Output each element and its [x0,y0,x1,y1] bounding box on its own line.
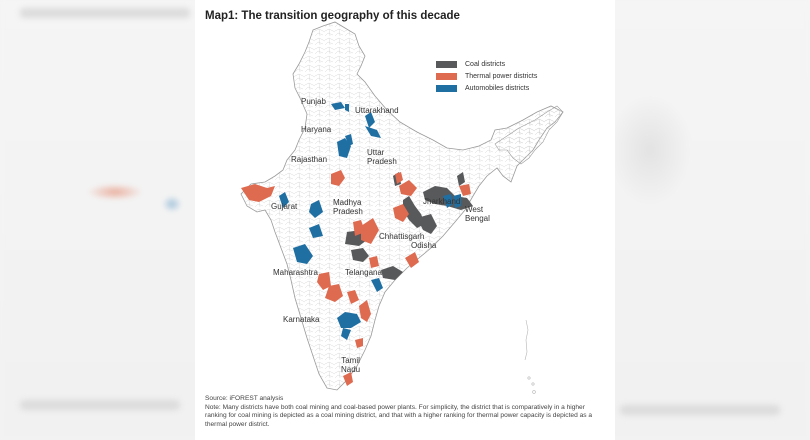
legend-item-automobiles: Automobiles districts [436,82,537,94]
state-label-uttarakhand: Uttarakhand [355,106,399,115]
automobiles-swatch [436,84,457,92]
state-label-uttar-pradesh: Uttar Pradesh [367,148,397,166]
map-title: Map1: The transition geography of this d… [205,10,460,22]
source-text: Source: iFOREST analysis [205,395,284,402]
andaman-islands [524,319,536,394]
state-label-maharashtra: Maharashtra [273,268,318,277]
northeast-outline [494,105,564,165]
legend-item-coal: Coal districts [436,58,537,70]
coal-swatch [436,60,457,68]
legend-label: Automobiles districts [465,84,530,92]
blurred-background-footer-right [620,405,780,415]
state-label-madhya-pradesh: Madhya Pradesh [333,198,363,216]
legend-label: Coal districts [465,60,506,68]
state-label-jharkhand: Jharkhand [423,197,461,206]
thermal-swatch [436,72,457,80]
thermal-power-districts [241,170,471,386]
legend-label: Thermal power districts [465,72,538,80]
map-card: Map1: The transition geography of this d… [195,0,615,440]
state-label-tamil-nadu: Tamil Nadu [341,356,361,374]
india-district-map [240,21,564,394]
state-label-karnataka: Karnataka [283,315,320,324]
blurred-background-title [20,8,190,18]
note-text: Note: Many districts have both coal mini… [205,403,593,428]
legend-item-thermal: Thermal power districts [436,70,537,82]
state-label-rajasthan: Rajasthan [291,155,328,164]
blurred-background-footer [20,400,180,410]
state-label-haryana: Haryana [301,125,332,134]
state-label-chhattisgarh: Chhattisgarh [379,232,425,241]
state-label-punjab: Punjab [301,97,326,106]
map-legend: Coal districts Thermal power districts A… [436,58,537,94]
state-label-telangana: Telangana [345,268,382,277]
automobiles-districts [279,102,461,340]
state-label-west-bengal: West Bengal [465,205,490,223]
state-label-odisha: Odisha [411,241,437,250]
map-footer: Source: iFOREST analysis Note: Many dist… [205,395,605,429]
state-label-gujarat: Gujarat [271,202,298,211]
